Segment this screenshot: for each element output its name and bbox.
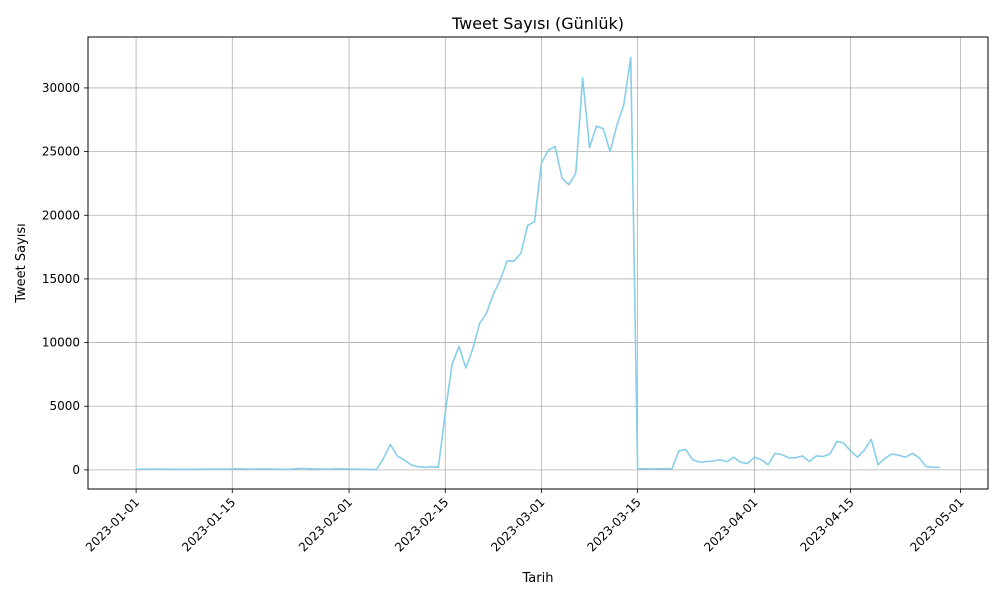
- chart-title: Tweet Sayısı (Günlük): [451, 14, 624, 33]
- y-tick-label: 20000: [42, 208, 80, 222]
- y-tick-label: 5000: [49, 399, 80, 413]
- x-axis: 2023-01-01 2023-01-15 2023-02-01 2023-02-15…: [83, 489, 967, 554]
- series-line: [136, 56, 940, 471]
- x-tick-label: 2023-02-01: [296, 495, 355, 554]
- x-tick-label: 2023-04-01: [701, 495, 760, 554]
- x-tick-label: 2023-03-15: [585, 495, 644, 554]
- y-tick-label: 10000: [42, 336, 80, 350]
- y-axis: 0 5000 10000 15000 20000 25000 30000: [42, 81, 88, 477]
- plot-frame: [87, 36, 989, 490]
- x-tick-label: 2023-02-15: [392, 495, 451, 554]
- x-tick-label: 2023-04-15: [797, 495, 856, 554]
- y-tick-label: 0: [72, 463, 80, 477]
- y-tick-label: 15000: [42, 272, 80, 286]
- x-tick-label: 2023-01-01: [83, 495, 142, 554]
- x-tick-label: 2023-01-15: [179, 495, 238, 554]
- series-layer: [136, 56, 940, 471]
- y-tick-label: 25000: [42, 145, 80, 159]
- x-tick-label: 2023-03-01: [488, 495, 547, 554]
- x-tick-label: 2023-05-01: [907, 495, 966, 554]
- x-axis-title: Tarih: [522, 571, 554, 586]
- y-tick-label: 30000: [42, 81, 80, 95]
- y-axis-title: Tweet Sayısı: [14, 223, 29, 304]
- grid: [88, 37, 988, 489]
